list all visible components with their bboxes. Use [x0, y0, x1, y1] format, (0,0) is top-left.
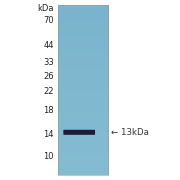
- Text: 70: 70: [43, 16, 54, 25]
- Bar: [58, 5, 108, 175]
- Text: 33: 33: [43, 58, 54, 67]
- Text: 44: 44: [44, 41, 54, 50]
- Text: ← 13kDa: ← 13kDa: [111, 128, 148, 137]
- Text: 22: 22: [44, 87, 54, 96]
- Text: 10: 10: [44, 152, 54, 161]
- FancyBboxPatch shape: [63, 130, 95, 135]
- Text: 18: 18: [43, 106, 54, 115]
- Text: 26: 26: [43, 72, 54, 81]
- Text: 14: 14: [44, 130, 54, 139]
- Text: kDa: kDa: [37, 4, 54, 13]
